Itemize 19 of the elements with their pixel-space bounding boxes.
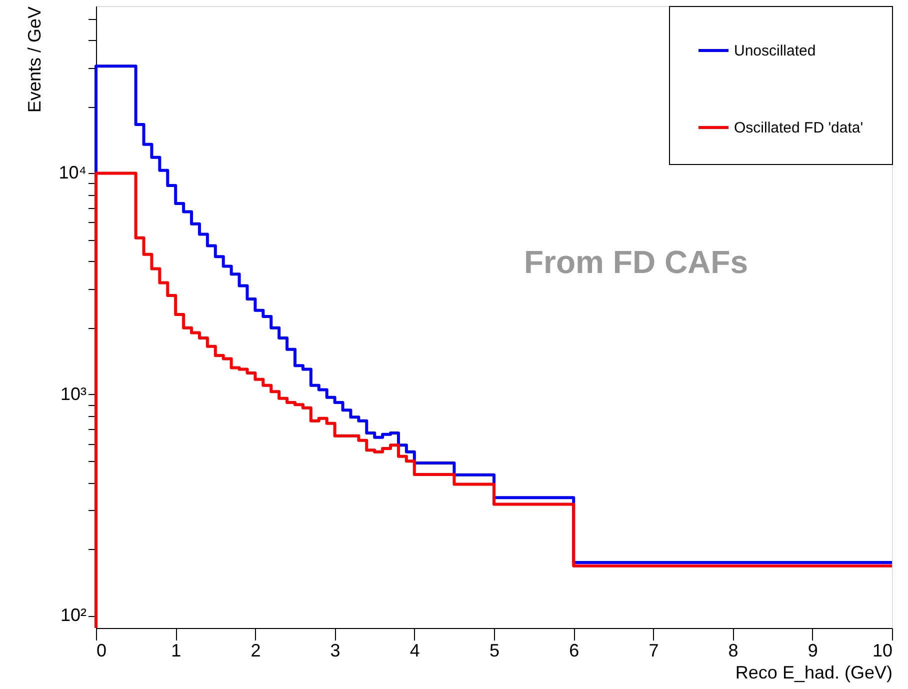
annotation: From FD CAFs [524, 244, 748, 280]
x-tick-label: 4 [410, 640, 420, 660]
x-tick-label: 10 [872, 640, 892, 660]
y-tick-label: 10² [60, 605, 87, 626]
y-tick-label: 10³ [60, 384, 87, 404]
x-tick-label: 2 [250, 640, 261, 660]
legend-label: Unoscillated [734, 42, 816, 60]
x-tick-label: 1 [171, 640, 182, 660]
x-tick-label: 3 [330, 640, 340, 660]
x-tick-label: 6 [569, 640, 580, 660]
x-tick-label: 8 [728, 640, 738, 660]
x-tick-label: 9 [808, 640, 818, 660]
x-axis-title: Reco E_had. (GeV) [735, 662, 892, 682]
x-tick-label: 0 [96, 640, 107, 660]
y-axis-title: Events / GeV [24, 6, 45, 113]
x-tick-label: 7 [648, 640, 659, 660]
x-tick-label: 5 [489, 640, 500, 660]
legend-label: Oscillated FD 'data' [734, 120, 864, 136]
y-tick-label: 10⁴ [58, 162, 86, 183]
